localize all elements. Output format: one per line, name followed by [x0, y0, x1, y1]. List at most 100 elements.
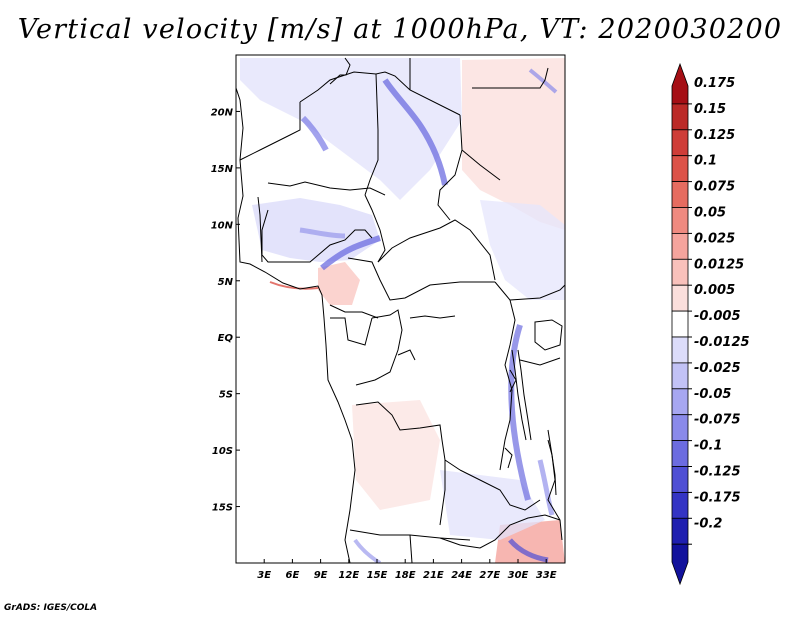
colorbar-label: 0.125: [694, 128, 735, 143]
chart-title: Vertical velocity [m/s] at 1000hPa, VT: …: [17, 14, 783, 45]
border-sudan-east: [437, 114, 463, 221]
lon-tick-label: 27E: [479, 570, 500, 581]
border-uganda: [509, 284, 565, 301]
lat-tick-label: 5N: [218, 277, 234, 288]
grads-credit: GrADS: IGES/COLA: [4, 603, 98, 613]
border-angola-north: [355, 401, 461, 471]
border-tanzania: [519, 357, 561, 366]
map-frame: [235, 54, 566, 564]
lake-tanganyika-2: [517, 349, 532, 441]
colorbar-swatch: [671, 129, 689, 157]
border-ethiopia: [461, 149, 501, 181]
lat-tick-label: 10N: [211, 220, 234, 231]
colorbar-arrow-bottom: [671, 543, 689, 586]
red-patch-angola: [352, 400, 440, 510]
colorbar-label: 0.05: [694, 206, 726, 221]
border-gabon: [330, 317, 373, 346]
lake-victoria: [534, 319, 563, 351]
border-car-north: [377, 219, 496, 281]
lon-tick-label: 15E: [367, 570, 388, 581]
red-streak-gulf-coast: [269, 281, 319, 290]
colorbar-label: -0.175: [694, 490, 741, 505]
blue-streak-cameroon: [320, 235, 381, 271]
longitude-axis: 3E 6E 9E 12E 15E 18E 21E 24E 27E 30E 33E: [257, 559, 557, 581]
colorbar-label: 0.1: [694, 154, 717, 169]
blue-streak-zambia: [353, 538, 382, 563]
colorbar-swatch: [671, 491, 689, 519]
lat-tick-label: EQ: [218, 333, 234, 344]
colorbar-swatch: [671, 103, 689, 131]
lon-tick-label: 9E: [314, 570, 328, 581]
lake-tanganyika: [511, 349, 527, 441]
border-nigeria-cameroon: [261, 209, 373, 263]
border-red-sea-top: [472, 67, 549, 89]
colorbar-swatch: [671, 155, 689, 182]
colorbar-label: 0.0125: [694, 257, 744, 272]
border-congo: [355, 309, 403, 386]
colorbar-label: 0.025: [694, 231, 735, 246]
blue-patch-west-africa: [252, 198, 380, 262]
border-mali-niger: [239, 102, 301, 161]
lake-mweru: [504, 447, 513, 469]
blue-streak-southeast: [508, 538, 549, 563]
colorbar-label: -0.025: [694, 361, 741, 376]
border-drc-east: [494, 281, 516, 471]
blue-patch-south: [440, 470, 545, 540]
colorbar-swatch: [671, 388, 689, 416]
colorbar-label: -0.1: [694, 439, 722, 454]
colorbar-swatch: [671, 414, 689, 442]
lon-tick-label: 12E: [338, 570, 359, 581]
lon-tick-label: 18E: [395, 570, 416, 581]
border-zambia-south: [439, 514, 561, 549]
colorbar-label: 0.005: [694, 283, 735, 298]
border-benin: [257, 196, 263, 263]
lat-tick-label: 15N: [211, 164, 234, 175]
river-congo-2: [397, 349, 416, 361]
colorbar-swatch: [671, 181, 689, 208]
colorbar-swatch: [671, 336, 689, 364]
river-congo: [409, 315, 456, 319]
colorbar-label: 0.175: [694, 76, 735, 91]
colorbar-swatch: [671, 362, 689, 390]
blue-streak-sudan: [382, 78, 448, 186]
red-patch-northeast: [462, 58, 565, 230]
border-namibia: [409, 534, 413, 563]
colorbar-label: -0.2: [694, 516, 722, 531]
blue-streak-nigeria: [299, 227, 346, 239]
coastline-west: [236, 87, 356, 563]
colorbar-swatch: [671, 232, 689, 260]
blue-streak-rift: [508, 324, 531, 501]
border-niger-south: [267, 181, 386, 196]
border-chad-east: [364, 194, 386, 263]
colorbar-label: -0.05: [694, 387, 731, 402]
colorbar-swatch: [671, 440, 689, 467]
blue-patch-east: [480, 200, 565, 300]
border-angola-east: [439, 460, 446, 526]
lat-tick-label: 20N: [211, 107, 234, 118]
colorbar-arrow-top: [671, 62, 689, 105]
lon-tick-label: 3E: [257, 570, 271, 581]
colorbar-label: 0.15: [694, 102, 726, 117]
lon-tick-label: 21E: [423, 570, 444, 581]
red-patch-gulf: [318, 262, 360, 305]
colorbar-label: -0.005: [694, 309, 741, 324]
lat-tick-label: 5S: [219, 390, 233, 401]
blue-streak-tibesti: [300, 115, 329, 152]
blue-streak-malawi: [537, 459, 555, 516]
border-libya-sudan: [364, 73, 379, 196]
lon-tick-label: 24E: [451, 570, 472, 581]
border-cameroon-south: [329, 304, 379, 319]
colorbar-label: -0.125: [694, 465, 741, 480]
lat-tick-label: 10S: [212, 446, 233, 457]
country-borders: [236, 57, 565, 563]
velocity-field: [240, 58, 565, 563]
colorbar-swatch: [671, 310, 689, 338]
lon-tick-label: 33E: [536, 570, 557, 581]
lat-tick-label: 15S: [212, 503, 233, 514]
colorbar: 0.175 0.15 0.125 0.1 0.075 0.05 0.025 0.0125 0.0…: [671, 62, 750, 586]
blue-patch-north: [240, 58, 462, 200]
colorbar-swatch: [671, 284, 689, 312]
border-car-south: [347, 257, 495, 301]
lon-tick-label: 6E: [286, 570, 300, 581]
